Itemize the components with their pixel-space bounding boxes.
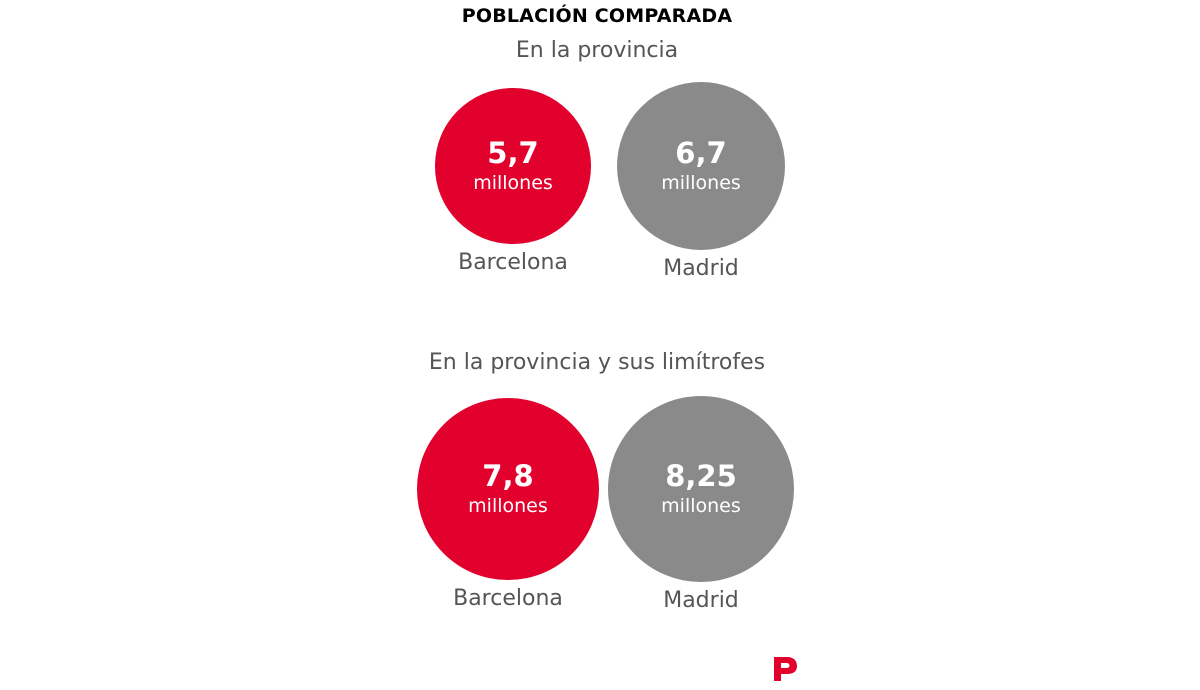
chart-title: POBLACIÓN COMPARADA (461, 5, 733, 27)
city-label-madrid: Madrid (663, 588, 739, 614)
city-label-madrid: Madrid (663, 256, 739, 282)
bubble-barcelona-limitrofes: 7,8 millones (417, 398, 599, 580)
bubble-value: 6,7 (675, 135, 727, 170)
bubble-value: 7,8 (482, 458, 534, 493)
bubble-unit: millones (661, 494, 741, 517)
bubble-madrid-provincia: 6,7 millones (616, 81, 786, 251)
bubble-unit: millones (473, 171, 553, 194)
section-title-limitrofes: En la provincia y sus limítrofes (428, 350, 766, 375)
bubble-unit: millones (468, 494, 548, 517)
city-label-barcelona: Barcelona (458, 249, 568, 275)
city-label-barcelona: Barcelona (453, 585, 563, 611)
bubble-madrid-limitrofes: 8,25 millones (607, 395, 795, 583)
periodico-p-logo-icon (774, 657, 797, 681)
bubble-barcelona-provincia: 5,7 millones (435, 88, 591, 244)
bubble-unit: millones (661, 171, 741, 194)
bubble-value: 5,7 (487, 135, 539, 170)
section-title-provincia: En la provincia (515, 38, 679, 63)
bubble-value: 8,25 (665, 458, 737, 493)
